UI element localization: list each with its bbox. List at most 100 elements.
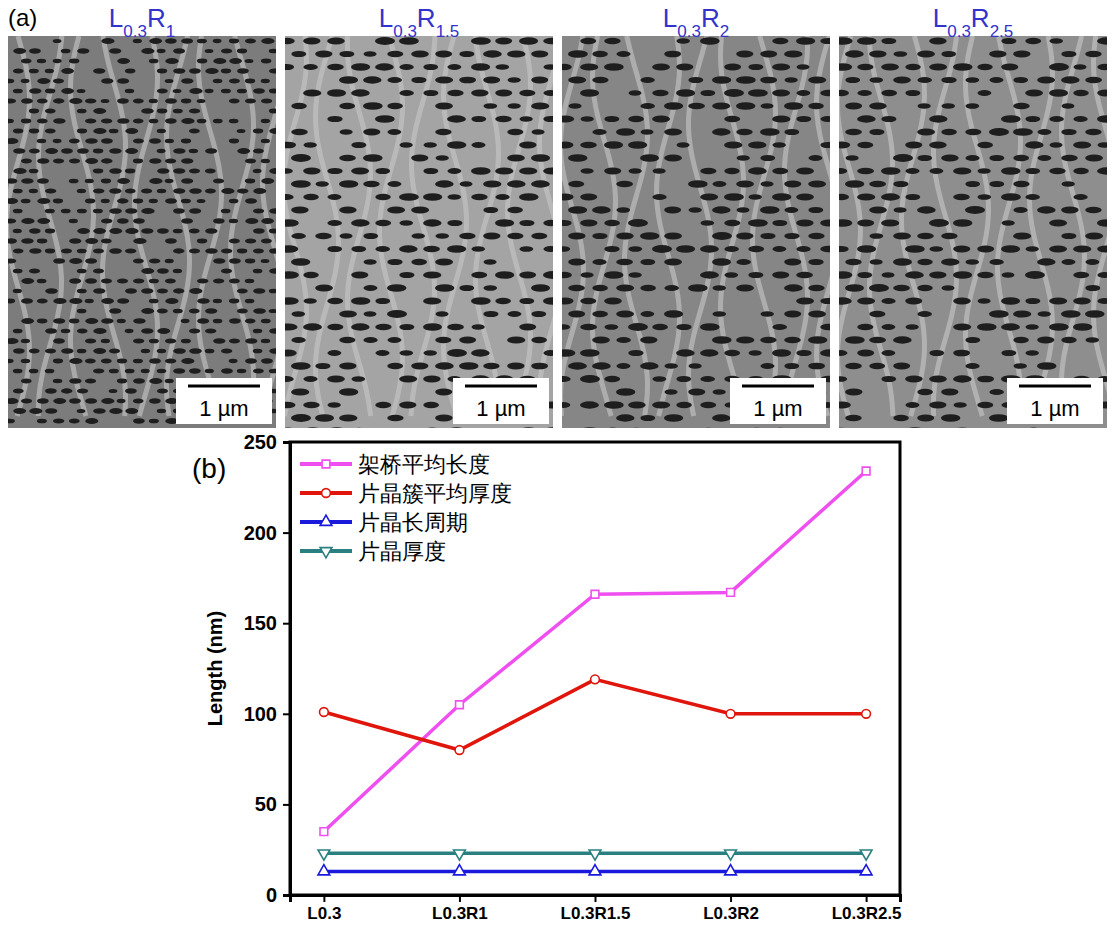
- pore: [531, 284, 550, 291]
- pore: [149, 398, 161, 403]
- pore: [869, 103, 887, 110]
- pore: [291, 311, 305, 317]
- pore: [133, 418, 145, 423]
- pore: [245, 79, 255, 84]
- pore: [772, 63, 790, 70]
- pore: [253, 88, 265, 93]
- x-axis: L0.3L0.3R1L0.3R1.5L0.3R2L0.3R2.5: [291, 895, 902, 923]
- pore: [53, 338, 65, 343]
- pore: [471, 324, 484, 330]
- pore: [269, 248, 276, 253]
- pore: [363, 76, 382, 83]
- pore: [881, 116, 896, 122]
- pore: [495, 116, 511, 123]
- y-tick-label: 200: [244, 522, 277, 544]
- scale-bar-background: [453, 378, 549, 424]
- pore: [881, 428, 896, 429]
- x-tick-label: L0.3: [307, 904, 341, 923]
- legend-label: 片晶厚度: [358, 539, 446, 564]
- pore: [629, 90, 642, 95]
- pore: [13, 348, 25, 353]
- pore: [845, 103, 862, 110]
- pore: [285, 271, 299, 279]
- pore: [562, 349, 575, 357]
- pore: [917, 233, 934, 240]
- pore: [435, 180, 454, 187]
- pore: [1097, 298, 1107, 304]
- pore: [435, 129, 451, 136]
- pore: [1001, 245, 1020, 252]
- pore: [93, 248, 104, 253]
- marker: [455, 746, 464, 755]
- pore: [604, 271, 624, 279]
- pore: [882, 272, 895, 278]
- pore: [237, 129, 246, 133]
- pore: [387, 103, 403, 109]
- pore: [85, 378, 96, 383]
- pore: [857, 90, 871, 96]
- pore: [291, 129, 308, 136]
- pore: [387, 129, 401, 135]
- pore: [857, 64, 873, 71]
- marker: [591, 590, 599, 598]
- pore: [748, 219, 768, 227]
- pore: [269, 168, 276, 174]
- pore: [1061, 310, 1081, 318]
- pore: [157, 328, 170, 334]
- pore: [483, 180, 501, 187]
- pore: [580, 116, 593, 122]
- pore: [101, 99, 110, 103]
- pore: [604, 246, 619, 252]
- y-tick-mark: [283, 895, 290, 897]
- pore: [471, 272, 487, 278]
- pore: [189, 108, 200, 113]
- micrograph-panel: 1 µm: [5, 36, 299, 444]
- pore: [327, 38, 345, 45]
- pore: [37, 78, 50, 84]
- pore: [69, 158, 80, 163]
- scale-bar-label: 1 µm: [199, 396, 248, 421]
- pore: [141, 108, 154, 114]
- pore: [772, 246, 786, 252]
- pore: [399, 375, 417, 382]
- pore: [133, 399, 144, 404]
- pore: [269, 68, 276, 73]
- pore: [165, 338, 176, 343]
- pore: [592, 259, 606, 265]
- pore: [652, 115, 670, 122]
- pore: [568, 76, 586, 83]
- pore: [953, 298, 971, 305]
- pore: [29, 268, 40, 273]
- pore: [616, 181, 633, 188]
- panel-title: L0.3R1.5: [379, 3, 460, 41]
- pore: [109, 408, 122, 414]
- pore: [447, 324, 464, 331]
- pore: [562, 324, 570, 330]
- pore: [1085, 77, 1102, 84]
- pore: [839, 428, 849, 429]
- pore: [261, 38, 274, 44]
- micrograph: [285, 36, 553, 428]
- pore: [893, 258, 912, 265]
- pore: [197, 119, 207, 124]
- pore: [953, 323, 971, 330]
- pore: [173, 188, 185, 194]
- pore: [953, 194, 970, 201]
- pore: [53, 98, 64, 103]
- pore: [327, 350, 341, 356]
- marker: [862, 467, 870, 475]
- pore: [784, 102, 803, 109]
- pore: [700, 90, 715, 96]
- pore: [616, 207, 630, 213]
- pore: [327, 220, 342, 226]
- pore: [387, 206, 405, 213]
- pore: [45, 348, 56, 353]
- pore: [229, 278, 240, 283]
- y-axis-line: [283, 443, 291, 896]
- pore: [13, 48, 26, 54]
- pore: [423, 64, 438, 70]
- pore: [562, 376, 571, 382]
- pore: [411, 206, 429, 213]
- pore: [568, 206, 587, 213]
- pore: [165, 358, 176, 363]
